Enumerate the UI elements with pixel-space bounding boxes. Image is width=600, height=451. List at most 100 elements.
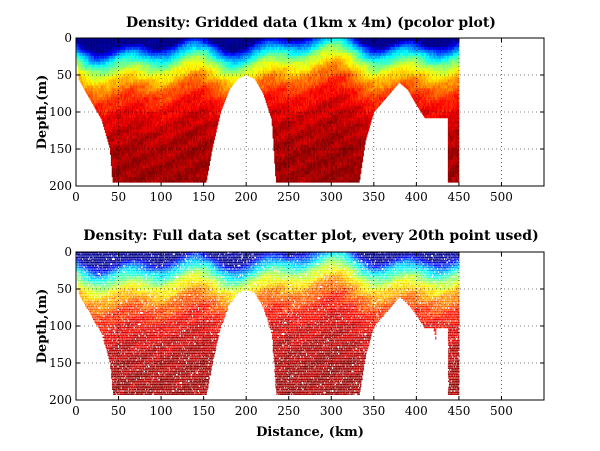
density-cell [93, 97, 95, 101]
density-cell [88, 46, 90, 51]
density-cell [105, 40, 107, 45]
density-cell [110, 120, 112, 125]
density-cell [115, 100, 118, 104]
density-cell [118, 91, 120, 95]
density-cell [84, 85, 86, 89]
density-cell [90, 97, 92, 101]
density-cell [115, 52, 117, 57]
density-cell [95, 55, 97, 60]
density-cell [107, 132, 109, 136]
density-cell [117, 129, 119, 134]
density-cell [100, 58, 102, 62]
density-cell [91, 61, 93, 65]
density-cell [76, 40, 78, 45]
density-cell [104, 106, 107, 110]
density-cell [104, 49, 106, 54]
density-cell [111, 58, 113, 62]
density-cell [98, 76, 100, 80]
density-cell [88, 52, 90, 57]
density-cell [99, 85, 101, 89]
density-cell [92, 46, 94, 51]
density-cell [112, 165, 114, 169]
density-cell [110, 85, 113, 89]
density-cell [113, 162, 115, 166]
density-cell [108, 100, 110, 104]
density-cell [113, 174, 115, 178]
density-cell [116, 70, 118, 74]
density-cell [109, 129, 111, 134]
density-cell [104, 112, 106, 116]
density-cell [115, 177, 118, 181]
density-cell [107, 55, 109, 60]
density-cell [87, 82, 90, 86]
density-cell [110, 159, 113, 163]
density-cell [104, 52, 107, 57]
density-cell [116, 147, 118, 151]
density-cell [116, 73, 118, 77]
density-cell [100, 64, 102, 68]
density-cell [113, 132, 115, 136]
density-cell [113, 70, 115, 74]
density-cell [103, 40, 105, 45]
density-cell [101, 67, 103, 71]
density-cell [102, 106, 104, 110]
density-cell [110, 67, 113, 71]
density-cell [103, 61, 105, 65]
density-cell [105, 132, 107, 136]
density-cell [108, 61, 110, 65]
density-cell [112, 38, 114, 42]
density-cell [105, 46, 107, 51]
density-cell [77, 46, 79, 51]
density-cell [115, 64, 118, 68]
density-cell [107, 82, 109, 86]
density-cell [93, 79, 95, 83]
density-cell [113, 144, 115, 148]
density-cell [112, 177, 114, 181]
density-cell [101, 85, 103, 89]
density-cell [99, 52, 101, 57]
density-cell [111, 165, 113, 169]
density-cell [116, 114, 118, 119]
density-cell [118, 43, 120, 48]
density-cell [84, 70, 86, 74]
density-cell [115, 94, 117, 98]
density-cell [93, 40, 96, 45]
density-cell [112, 153, 114, 157]
density-cell [88, 67, 90, 71]
density-cell [107, 85, 109, 89]
density-cell [104, 117, 107, 122]
density-cell [98, 55, 101, 60]
density-cell [117, 106, 119, 110]
density-cell [91, 79, 93, 83]
density-cell [106, 129, 108, 134]
density-cell [112, 103, 114, 107]
density-cell [96, 40, 98, 45]
density-cell [111, 132, 113, 136]
density-cell [100, 94, 102, 98]
density-cell [92, 85, 94, 89]
density-cell [98, 43, 100, 48]
density-cell [87, 76, 90, 80]
density-cell [104, 109, 106, 113]
density-cell [104, 120, 106, 125]
density-cell [96, 67, 98, 71]
density-cell [109, 38, 111, 42]
density-cell [88, 88, 90, 92]
density-cell [78, 46, 80, 51]
density-cell [115, 156, 118, 160]
density-cell [92, 43, 94, 48]
density-cell [115, 82, 117, 86]
density-cell [114, 106, 116, 110]
density-cell [99, 100, 101, 104]
density-cell [98, 38, 100, 42]
density-cell [85, 82, 87, 86]
density-cell [109, 52, 111, 57]
density-cell [93, 64, 95, 68]
density-cell [110, 106, 113, 110]
density-cell [106, 112, 108, 116]
density-cell [102, 73, 104, 77]
density-cell [104, 46, 106, 51]
density-cell [103, 46, 105, 51]
density-cell [95, 40, 97, 45]
density-cell [95, 38, 97, 42]
